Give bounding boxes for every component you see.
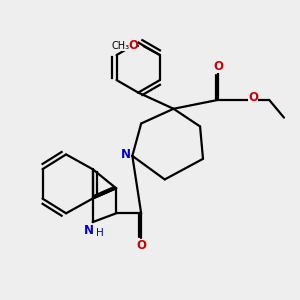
Text: O: O — [137, 239, 147, 252]
Text: H: H — [96, 228, 104, 238]
Text: O: O — [248, 92, 258, 104]
Text: N: N — [121, 148, 131, 161]
Text: CH₃: CH₃ — [111, 40, 129, 51]
Text: O: O — [213, 60, 223, 73]
Text: O: O — [128, 39, 138, 52]
Text: N: N — [84, 224, 94, 238]
